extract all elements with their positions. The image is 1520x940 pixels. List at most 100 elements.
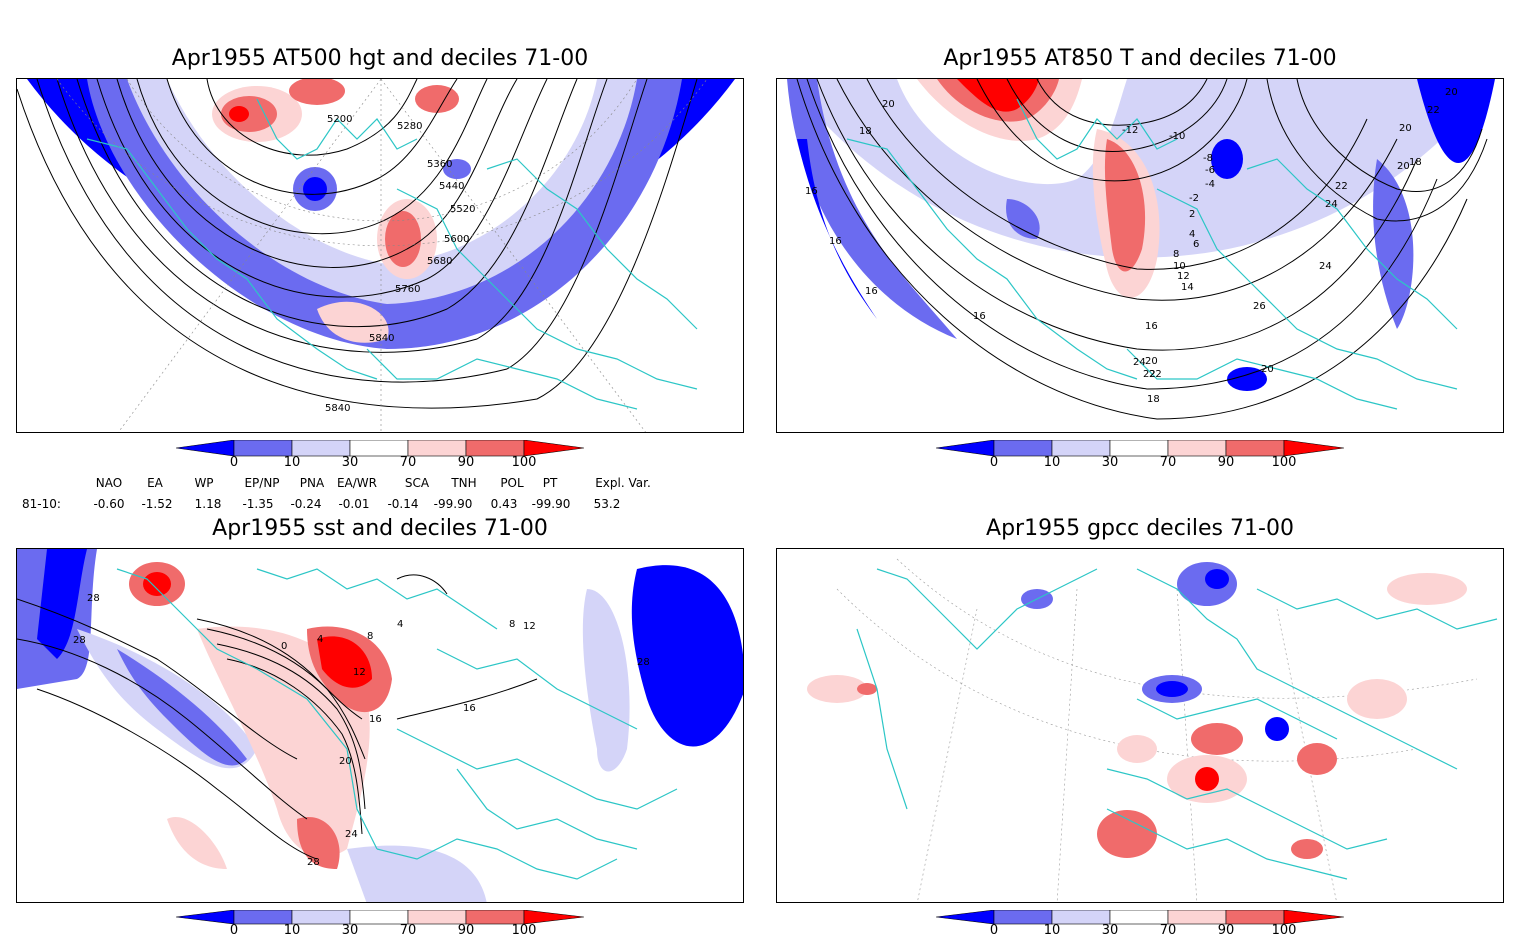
map-sst: 28 28 0 4 8 12 16 20 24 28 16 8 12 4 28 bbox=[16, 548, 744, 903]
index-header: PNA bbox=[299, 476, 325, 490]
contour-label: 28 bbox=[87, 593, 100, 604]
index-value: -99.90 bbox=[531, 497, 571, 511]
map-hgt500: 5200 5280 5360 5440 5520 5600 5680 5760 … bbox=[16, 78, 744, 433]
colorbar-tick: 90 bbox=[1217, 923, 1235, 938]
contour-label: 8 bbox=[367, 631, 373, 642]
map-t850: 20 18 16 16 16 -12 -10 -8 -6 -4 -2 2 4 6… bbox=[776, 78, 1504, 433]
contour-label: -12 bbox=[1122, 125, 1138, 136]
colorbar-tick: 30 bbox=[341, 455, 359, 470]
panel-title-hgt500: Apr1955 AT500 hgt and deciles 71-00 bbox=[171, 46, 589, 71]
contour-label: 6 bbox=[1193, 239, 1199, 250]
contour-label: 5840 bbox=[369, 333, 394, 344]
contour-label: 5360 bbox=[427, 159, 452, 170]
contour-label: 28 bbox=[307, 857, 320, 868]
contour-label: 22 bbox=[1149, 369, 1162, 380]
contour-label: 4 bbox=[317, 634, 323, 645]
contour-label: -6 bbox=[1205, 165, 1215, 176]
index-value: -0.24 bbox=[290, 497, 322, 511]
index-header: EP/NP bbox=[244, 476, 280, 490]
contour-label: 20 bbox=[339, 756, 352, 767]
contour-label: 16 bbox=[973, 311, 986, 322]
contour-label: 14 bbox=[1181, 282, 1194, 293]
contour-label: 20 bbox=[1445, 87, 1458, 98]
index-value-row: 81-10: -0.60 -1.52 1.18 -1.35 -0.24 -0.0… bbox=[0, 497, 760, 513]
contour-label: 26 bbox=[1253, 301, 1266, 312]
index-value: -0.60 bbox=[93, 497, 125, 511]
contour-label: 24 bbox=[1325, 199, 1338, 210]
contour-label: 16 bbox=[1145, 321, 1158, 332]
index-header: SCA bbox=[404, 476, 430, 490]
panel-title-t850: Apr1955 AT850 T and deciles 71-00 bbox=[943, 46, 1337, 71]
colorbar-tick: 0 bbox=[989, 455, 999, 470]
contour-label: -10 bbox=[1169, 131, 1185, 142]
contour-label: 18 bbox=[1147, 394, 1160, 405]
colorbar-tick: 10 bbox=[283, 455, 301, 470]
contour-label: 16 bbox=[865, 286, 878, 297]
contour-label: 5200 bbox=[327, 114, 352, 125]
colorbar-hgt500: 0 10 30 70 90 100 bbox=[175, 439, 585, 476]
contour-label: 20 bbox=[1261, 364, 1274, 375]
contour-label: 20 bbox=[1397, 161, 1410, 172]
contour-label: 28 bbox=[637, 657, 650, 668]
colorbar-tick: 100 bbox=[511, 455, 537, 470]
colorbar-tick: 70 bbox=[399, 923, 417, 938]
colorbar-tick: 90 bbox=[1217, 455, 1235, 470]
contour-label: -4 bbox=[1205, 179, 1215, 190]
colorbar-tick: 100 bbox=[511, 923, 537, 938]
contour-label: 10 bbox=[1173, 261, 1186, 272]
contour-label: 8 bbox=[509, 619, 515, 630]
contour-label: 24 bbox=[1319, 261, 1332, 272]
contour-label: 2 bbox=[1189, 209, 1195, 220]
contour-label: 5440 bbox=[439, 181, 464, 192]
contour-label: 18 bbox=[1409, 157, 1422, 168]
panel-title-sst: Apr1955 sst and deciles 71-00 bbox=[212, 516, 548, 541]
colorbar-tick: 30 bbox=[1101, 923, 1119, 938]
contour-label: 5840 bbox=[325, 403, 350, 414]
colorbar-tick: 10 bbox=[283, 923, 301, 938]
index-header: TNH bbox=[451, 476, 477, 490]
contour-label: 22 bbox=[1143, 369, 1156, 380]
contour-label: 5280 bbox=[397, 121, 422, 132]
index-header: WP bbox=[194, 476, 214, 490]
index-header-row: NAO EA WP EP/NP PNA EA/WR SCA TNH POL PT… bbox=[0, 476, 760, 492]
contour-label: 12 bbox=[353, 667, 366, 678]
contour-label: 24 bbox=[345, 829, 358, 840]
contour-label: 0 bbox=[281, 641, 287, 652]
panel-title-gpcc: Apr1955 gpcc deciles 71-00 bbox=[986, 516, 1294, 541]
colorbar-tick: 10 bbox=[1043, 455, 1061, 470]
index-value: -0.01 bbox=[338, 497, 370, 511]
colorbar-tick: 100 bbox=[1271, 923, 1297, 938]
colorbar-tick: 30 bbox=[1101, 455, 1119, 470]
index-header: EA/WR bbox=[336, 476, 378, 490]
contour-label: 5600 bbox=[444, 234, 469, 245]
contour-label: 16 bbox=[805, 186, 818, 197]
index-header: POL bbox=[500, 476, 524, 490]
contour-label: 8 bbox=[1173, 249, 1179, 260]
map-gpcc bbox=[776, 548, 1504, 903]
colorbar-tick: 0 bbox=[229, 455, 239, 470]
colorbar-tick: 0 bbox=[989, 923, 999, 938]
index-value: 0.43 bbox=[490, 497, 518, 511]
contour-label: 5680 bbox=[427, 256, 452, 267]
index-value: 53.2 bbox=[593, 497, 621, 511]
contour-label: -8 bbox=[1203, 153, 1213, 164]
colorbar-tick: 90 bbox=[457, 455, 475, 470]
index-value: -99.90 bbox=[433, 497, 473, 511]
index-value: -1.52 bbox=[141, 497, 173, 511]
contour-label: 5760 bbox=[395, 284, 420, 295]
contour-label: 22 bbox=[1427, 105, 1440, 116]
colorbar-tick: 70 bbox=[399, 455, 417, 470]
contour-label: 18 bbox=[859, 126, 872, 137]
contour-label: 20 bbox=[1145, 356, 1158, 367]
contour-label: 16 bbox=[463, 703, 476, 714]
index-row-label: 81-10: bbox=[22, 497, 61, 511]
contour-label: 20 bbox=[882, 99, 895, 110]
colorbar-gpcc: 0 10 30 70 90 100 bbox=[935, 909, 1345, 940]
contour-label: 22 bbox=[1335, 181, 1348, 192]
colorbar-tick: 30 bbox=[341, 923, 359, 938]
colorbar-tick: 90 bbox=[457, 923, 475, 938]
colorbar-tick: 70 bbox=[1159, 455, 1177, 470]
contour-label: 5520 bbox=[450, 204, 475, 215]
colorbar-tick: 70 bbox=[1159, 923, 1177, 938]
index-header: EA bbox=[147, 476, 163, 490]
